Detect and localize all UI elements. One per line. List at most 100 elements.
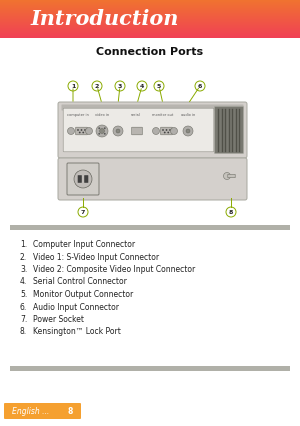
Text: 5.: 5. — [20, 290, 27, 299]
Bar — [0, 21, 300, 22]
Circle shape — [164, 132, 166, 133]
Bar — [0, 13, 300, 14]
Circle shape — [82, 132, 84, 133]
Bar — [0, 10, 300, 11]
Circle shape — [100, 129, 104, 133]
Bar — [0, 11, 300, 12]
Bar — [10, 366, 290, 371]
Bar — [0, 3, 300, 4]
FancyBboxPatch shape — [228, 174, 235, 178]
Bar — [0, 35, 300, 36]
Circle shape — [152, 127, 160, 135]
Circle shape — [115, 81, 125, 91]
FancyBboxPatch shape — [214, 106, 244, 153]
Text: English ...: English ... — [12, 406, 49, 415]
Text: monitor out: monitor out — [152, 113, 174, 117]
Text: Serial Control Connector: Serial Control Connector — [33, 277, 127, 287]
Text: 2: 2 — [95, 83, 99, 89]
Circle shape — [166, 129, 167, 131]
Bar — [0, 4, 300, 5]
Text: Video 1: S-Video Input Connector: Video 1: S-Video Input Connector — [33, 253, 159, 262]
Bar — [0, 18, 300, 19]
FancyBboxPatch shape — [84, 175, 88, 183]
Circle shape — [162, 129, 164, 131]
Bar — [0, 20, 300, 21]
Bar — [0, 9, 300, 10]
Text: 7: 7 — [81, 210, 85, 215]
FancyBboxPatch shape — [76, 127, 87, 135]
Circle shape — [77, 129, 79, 131]
Bar — [0, 16, 300, 17]
Bar — [0, 28, 300, 29]
Text: Computer Input Connector: Computer Input Connector — [33, 240, 135, 249]
Bar — [0, 17, 300, 18]
Text: 4: 4 — [140, 83, 144, 89]
FancyBboxPatch shape — [58, 102, 247, 158]
Text: Power Socket: Power Socket — [33, 315, 84, 324]
Bar — [0, 29, 300, 30]
Bar — [0, 27, 300, 28]
Bar — [0, 33, 300, 34]
Bar — [0, 36, 300, 37]
Bar — [0, 34, 300, 35]
Circle shape — [104, 133, 106, 135]
Text: 8: 8 — [229, 210, 233, 215]
Text: 1.: 1. — [20, 240, 27, 249]
Bar — [0, 32, 300, 33]
FancyBboxPatch shape — [58, 158, 247, 200]
Bar — [0, 12, 300, 13]
Circle shape — [96, 125, 108, 137]
Bar — [0, 1, 300, 2]
Text: 8: 8 — [68, 406, 74, 415]
Circle shape — [68, 127, 74, 135]
Bar — [0, 8, 300, 9]
Bar — [0, 22, 300, 23]
Bar — [0, 30, 300, 31]
Circle shape — [116, 129, 120, 133]
Bar — [0, 0, 300, 1]
Circle shape — [224, 173, 230, 179]
FancyBboxPatch shape — [78, 175, 82, 183]
FancyBboxPatch shape — [61, 104, 244, 110]
FancyBboxPatch shape — [161, 127, 172, 135]
Text: Introduction: Introduction — [30, 9, 178, 29]
Circle shape — [85, 127, 92, 135]
Text: Video 2: Composite Video Input Connector: Video 2: Composite Video Input Connector — [33, 265, 195, 274]
Circle shape — [74, 170, 92, 188]
Circle shape — [137, 81, 147, 91]
Text: audio in: audio in — [181, 113, 195, 117]
Text: 5: 5 — [157, 83, 161, 89]
Text: 2.: 2. — [20, 253, 27, 262]
FancyBboxPatch shape — [132, 127, 142, 135]
FancyBboxPatch shape — [4, 403, 81, 419]
Bar — [0, 5, 300, 6]
Text: computer in: computer in — [67, 113, 89, 117]
Circle shape — [183, 126, 193, 136]
Text: 4.: 4. — [20, 277, 27, 287]
Circle shape — [68, 81, 78, 91]
Circle shape — [84, 129, 86, 131]
Text: video in: video in — [95, 113, 109, 117]
Text: Audio Input Connector: Audio Input Connector — [33, 302, 119, 311]
Bar — [10, 225, 290, 230]
Bar — [0, 14, 300, 15]
Circle shape — [113, 126, 123, 136]
Text: 6: 6 — [198, 83, 202, 89]
Bar — [0, 26, 300, 27]
Circle shape — [226, 207, 236, 217]
Text: serial: serial — [131, 113, 141, 117]
Text: 6.: 6. — [20, 302, 27, 311]
Text: 1: 1 — [71, 83, 75, 89]
Bar — [0, 19, 300, 20]
Circle shape — [186, 129, 190, 133]
Circle shape — [78, 207, 88, 217]
Text: 3: 3 — [118, 83, 122, 89]
FancyBboxPatch shape — [63, 108, 214, 152]
Circle shape — [170, 127, 178, 135]
Bar — [0, 6, 300, 7]
Circle shape — [81, 129, 82, 131]
Text: 3.: 3. — [20, 265, 27, 274]
Text: Connection Ports: Connection Ports — [96, 47, 204, 57]
Circle shape — [195, 81, 205, 91]
Text: 7.: 7. — [20, 315, 27, 324]
